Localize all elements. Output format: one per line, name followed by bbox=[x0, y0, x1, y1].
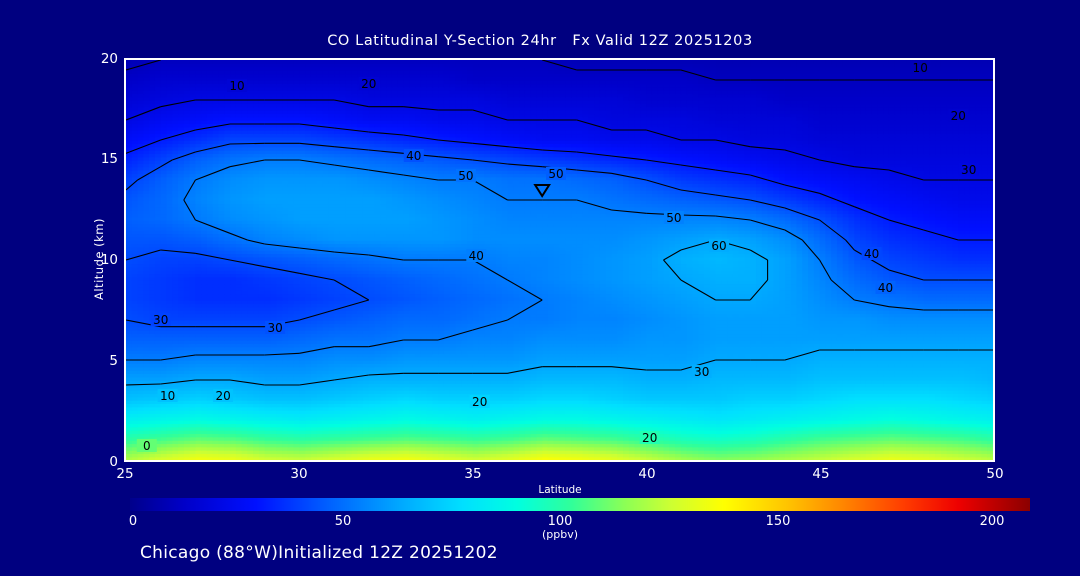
footer-caption: Chicago (88°W)Initialized 12Z 20251202 bbox=[140, 543, 498, 563]
colorbar-tick-200: 200 bbox=[979, 514, 1005, 529]
x-tick-35: 35 bbox=[464, 466, 482, 482]
cross-section-plot: 10 20 10 20 30 40 50 50 50 60 40 40 40 30 30 30 20 20 10 0 2… bbox=[124, 58, 995, 462]
colorbar-tick-50: 50 bbox=[334, 514, 352, 529]
y-tick-15: 15 bbox=[100, 151, 118, 167]
page-title: CO Latitudinal Y-Section 24hr Fx Valid 1… bbox=[327, 33, 753, 49]
colorbar-tick-0: 0 bbox=[128, 514, 138, 529]
colorbar-tick-100: 100 bbox=[547, 514, 573, 529]
colorbar-gradient bbox=[130, 498, 1030, 511]
x-tick-40: 40 bbox=[638, 466, 656, 482]
colorbar-unit-label: (ppbv) bbox=[541, 528, 579, 541]
x-tick-50: 50 bbox=[986, 466, 1004, 482]
colorbar-tick-150: 150 bbox=[765, 514, 791, 529]
y-tick-20: 20 bbox=[100, 51, 118, 67]
x-tick-30: 30 bbox=[290, 466, 308, 482]
x-tick-45: 45 bbox=[812, 466, 830, 482]
y-tick-10: 10 bbox=[100, 252, 118, 268]
colorbar bbox=[130, 498, 1030, 511]
y-tick-5: 5 bbox=[109, 353, 118, 369]
x-tick-25: 25 bbox=[116, 466, 134, 482]
x-axis-label: Latitude bbox=[538, 484, 582, 496]
y-tick-0: 0 bbox=[109, 454, 118, 470]
